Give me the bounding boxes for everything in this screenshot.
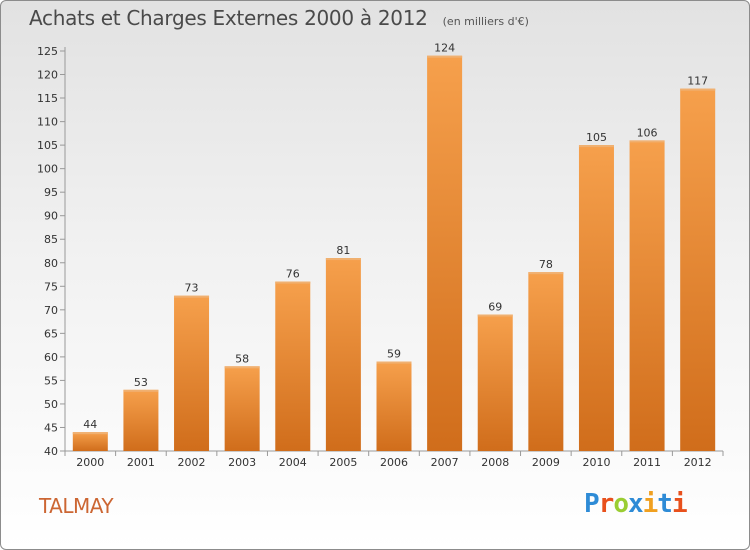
logo-letter: i [642,489,659,519]
y-tick-label: 50 [44,398,58,411]
x-tick-label: 2007 [431,456,459,469]
town-name: TALMAY [39,494,114,518]
data-label: 124 [434,42,455,55]
x-tick-label: 2012 [684,456,712,469]
x-tick-label: 2003 [228,456,256,469]
chart-unit: (en milliers d'€) [442,15,529,28]
logo-letter: x [627,489,644,519]
bar-top-edge [174,295,210,298]
x-tick-label: 2008 [481,456,509,469]
data-label: 78 [539,258,553,271]
y-tick-label: 105 [37,139,58,152]
bar [325,258,361,451]
logo-letter: P [584,489,600,519]
data-label: 76 [286,268,300,281]
axes: 40 45 50 55 60 65 70 75 80 85 90 95 100 105 110 115 120 1… [37,45,724,469]
x-tick-label: 2002 [178,456,206,469]
data-label: 81 [336,244,350,257]
logo-letter: o [613,489,629,519]
chart-title: Achats et Charges Externes 2000 à 2012 [29,6,428,30]
x-tick-label: 2005 [329,456,357,469]
bar [629,140,665,452]
bar-top-edge [275,281,311,284]
bar [224,366,260,451]
y-tick-label: 55 [44,374,58,387]
bar-top-edge [325,258,361,261]
logo-letter: t [657,489,673,519]
data-label: 117 [687,75,708,88]
y-tick-label: 85 [44,233,58,246]
y-tick-label: 90 [44,210,58,223]
bar-top-edge [528,272,564,275]
bar-top-edge [72,432,108,435]
y-tick-label: 75 [44,280,58,293]
bar [174,295,210,451]
y-tick-label: 110 [37,116,58,129]
title-block: Achats et Charges Externes 2000 à 2012 (… [29,6,529,30]
data-label: 53 [134,376,148,389]
bar-top-edge [629,140,665,143]
x-tick-label: 2010 [582,456,610,469]
bar [72,432,108,451]
logo-letter: i [671,489,688,519]
data-label: 58 [235,352,249,365]
y-tick-label: 80 [44,257,58,270]
bar [578,145,614,451]
x-tick-label: 2006 [380,456,408,469]
y-tick-label: 100 [37,163,58,176]
data-label: 106 [637,126,658,139]
proxiti-logo[interactable]: Proxiti [584,489,688,519]
x-tick-label: 2000 [76,456,104,469]
data-label: 105 [586,131,607,144]
bar-top-edge [427,55,463,58]
y-tick-label: 70 [44,304,58,317]
bar [528,272,564,451]
data-label: 69 [488,301,502,314]
y-tick-label: 60 [44,351,58,364]
data-label: 73 [185,282,199,295]
x-tick-label: 2011 [633,456,661,469]
bar-top-edge [680,88,716,91]
bar-top-edge [578,145,614,148]
y-tick-label: 115 [37,92,58,105]
bars: 44 53 73 58 76 81 59 124 69 78 105 106 117 [72,42,716,452]
y-tick-label: 65 [44,327,58,340]
bar [275,281,311,451]
x-tick-label: 2009 [532,456,560,469]
y-tick-label: 95 [44,186,58,199]
bar [680,88,716,451]
y-tick-label: 45 [44,421,58,434]
bar-top-edge [224,366,260,369]
bar [477,314,513,451]
bar [427,55,463,452]
y-tick-label: 120 [37,69,58,82]
logo-letter: r [598,489,615,519]
bar [123,389,159,451]
y-tick-label: 125 [37,45,58,58]
x-tick-label: 2001 [127,456,155,469]
bar [376,361,412,451]
data-label: 44 [83,418,97,431]
y-tick-label: 40 [44,445,58,458]
x-tick-label: 2004 [279,456,307,469]
bar-top-edge [477,314,513,317]
bar-top-edge [123,389,159,392]
data-label: 59 [387,348,401,361]
bar-top-edge [376,361,412,364]
